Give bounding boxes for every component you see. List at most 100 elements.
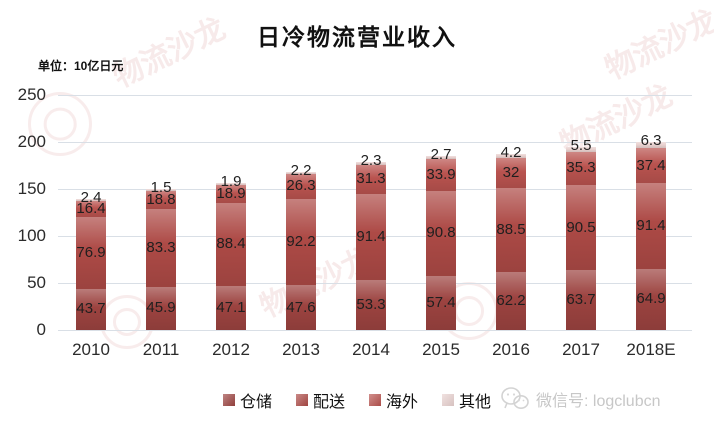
gridline: [58, 94, 692, 96]
bar-segment-其他: [76, 198, 106, 202]
value-label-其他: 2.4: [80, 188, 102, 206]
value-label-仓储: 47.6: [286, 298, 316, 316]
legend-label: 海外: [386, 394, 419, 411]
gridline: [58, 329, 692, 331]
bar-segment-其他: [216, 183, 246, 185]
value-label-仓储: 47.1: [216, 298, 246, 316]
bar-segment-配送: [566, 185, 596, 271]
bar-segment-配送: [356, 194, 386, 280]
bar-segment-配送: [76, 216, 106, 289]
legend-swatch: [222, 394, 235, 406]
y-axis-tick-label: 150: [17, 179, 46, 198]
value-label-其他: 5.5: [570, 136, 592, 154]
bar-group-2012: [216, 95, 246, 330]
bar-segment-配送: [216, 202, 246, 286]
legend-swatch: [295, 394, 308, 406]
bar-segment-海外: [76, 201, 106, 217]
plot-area: 0 50 100 150 200 250 43.7 76.9 16.4 2.4 2010 45.9 83…: [18, 86, 692, 359]
bar-segment-海外: [216, 184, 246, 203]
chart-title: 日冷物流营业收入: [257, 24, 457, 50]
bar-group-2016: [496, 95, 526, 330]
legend-label: 其他: [459, 394, 492, 411]
value-label-其他: 4.2: [500, 144, 522, 162]
legend-label: 仓储: [239, 394, 272, 411]
legend-swatch: [369, 394, 381, 406]
bar-segment-仓储: [76, 288, 106, 330]
y-axis-tick-label: 200: [17, 132, 46, 151]
legend-item-海外: 海外: [369, 388, 418, 412]
bar-segment-海外: [496, 158, 526, 189]
value-label-配送: 91.4: [356, 227, 386, 245]
bar-segment-配送: [496, 188, 526, 272]
bar-segment-仓储: [496, 271, 526, 330]
bar-segment-配送: [636, 183, 666, 269]
bar-segment-海外: [426, 158, 456, 191]
x-axis-tick-label: 2011: [142, 340, 180, 359]
value-label-其他: 1.5: [150, 179, 172, 197]
value-label-配送: 91.4: [636, 217, 666, 235]
value-label-海外: 33.9: [426, 165, 456, 183]
value-label-海外: 16.4: [76, 199, 106, 217]
bar-group-2018E: [636, 95, 666, 330]
x-axis-tick-label: 2013: [282, 340, 320, 359]
gridline: [58, 141, 692, 143]
x-axis-tick-label: 2015: [422, 340, 460, 359]
footer-watermark: 微信号: logclubcn: [500, 386, 661, 412]
value-label-其他: 1.9: [220, 173, 242, 191]
bar-group-2015: [426, 95, 456, 330]
value-label-配送: 90.5: [566, 218, 596, 236]
value-label-其他: 2.7: [430, 146, 452, 164]
x-axis-tick-label: 2018E: [626, 340, 676, 359]
bar-segment-其他: [566, 146, 596, 152]
value-label-配送: 90.8: [426, 224, 456, 242]
bar-segment-海外: [146, 190, 176, 209]
bar-group-2010: [76, 95, 106, 330]
bar-group-2014: [356, 95, 386, 330]
legend-label: 配送: [312, 394, 345, 411]
value-label-海外: 18.8: [146, 190, 176, 208]
bar-segment-海外: [356, 164, 386, 194]
bar-segment-仓储: [216, 285, 246, 330]
x-axis-tick-label: 2017: [562, 340, 600, 359]
legend-swatch: [442, 394, 455, 406]
x-axis-tick-label: 2010: [72, 340, 110, 359]
value-label-海外: 32: [502, 164, 520, 182]
bar-group-2013: [286, 95, 316, 330]
value-label-仓储: 62.2: [496, 291, 526, 309]
footer-wechat-text: 微信号: logclubcn: [536, 393, 661, 410]
legend: 仓储 配送 海外 其他: [0, 388, 714, 412]
bar-segment-海外: [636, 147, 666, 184]
legend-item-配送: 配送: [295, 388, 345, 412]
value-label-仓储: 64.9: [636, 290, 666, 308]
unit-label: 单位：10亿日元: [38, 59, 124, 73]
bar-segment-海外: [566, 151, 596, 186]
value-label-仓储: 43.7: [76, 300, 106, 318]
value-label-海外: 18.9: [216, 184, 246, 202]
y-axis-tick-label: 50: [27, 273, 46, 292]
bar-segment-其他: [426, 156, 456, 159]
bar-segment-配送: [146, 208, 176, 287]
bar-segment-仓储: [146, 286, 176, 330]
bar-segment-其他: [146, 189, 176, 191]
value-label-其他: 6.3: [640, 132, 662, 149]
value-label-海外: 37.4: [636, 156, 666, 174]
value-label-配送: 92.2: [286, 232, 316, 250]
bar-segment-仓储: [426, 276, 456, 330]
bar-segment-其他: [496, 154, 526, 159]
y-axis-tick-label: 100: [17, 226, 46, 245]
bar-segment-配送: [426, 190, 456, 277]
legend-item-其他: 其他: [442, 388, 491, 412]
value-label-海外: 35.3: [566, 159, 596, 177]
x-axis-tick-label: 2014: [352, 340, 390, 359]
bar-segment-仓储: [636, 269, 666, 330]
x-axis-tick-label: 2016: [492, 340, 530, 359]
bar-segment-其他: [286, 171, 316, 174]
bar-segment-其他: [356, 162, 386, 165]
x-axis-tick-label: 2012: [212, 340, 250, 359]
value-label-其他: 2.3: [360, 152, 382, 170]
value-label-海外: 26.3: [286, 177, 316, 195]
bar-group-2011: [146, 95, 176, 330]
wechat-icon: [501, 387, 529, 409]
bar-group-2017: [566, 95, 596, 330]
